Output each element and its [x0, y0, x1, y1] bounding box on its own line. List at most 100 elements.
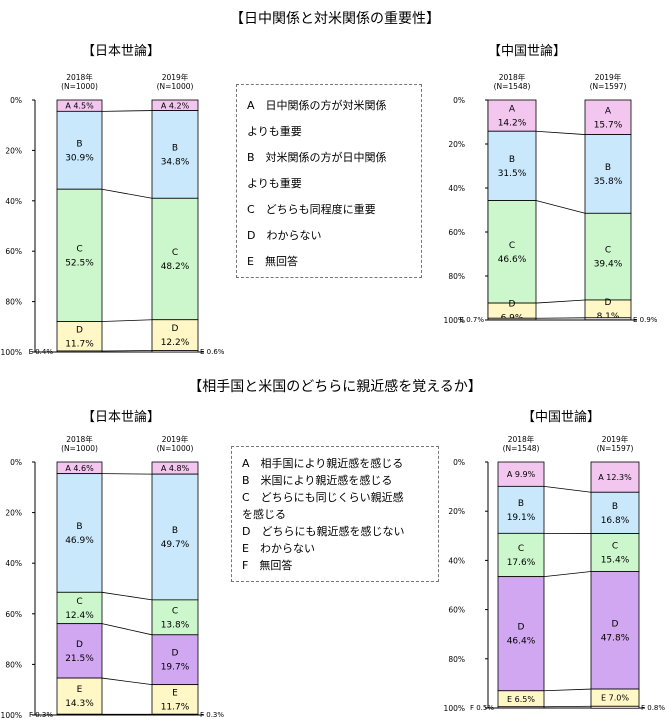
data-label: 31.5%	[498, 169, 527, 179]
data-label: F 0.3%	[200, 711, 224, 719]
bar-segment-e	[151, 350, 199, 353]
bar-segment-b	[497, 485, 545, 534]
x-category-label: 2019年	[162, 72, 189, 82]
data-label: 35.8%	[594, 177, 623, 187]
y-tick-label: 100%	[1, 711, 22, 720]
y-tick-label: 40%	[448, 556, 465, 565]
data-label: C	[509, 241, 515, 251]
data-label: A 4.6%	[65, 464, 94, 473]
data-label: 13.8%	[161, 620, 190, 630]
legend-item: E わからない	[242, 542, 315, 555]
subtitle-china-opinion-bottom: 【中国世論】	[522, 410, 601, 425]
bar-segment-b	[584, 134, 632, 214]
connector-line	[101, 473, 153, 475]
data-label: B	[605, 163, 611, 173]
data-label: B	[509, 155, 515, 165]
data-label: E	[172, 688, 178, 698]
data-label: 12.2%	[161, 338, 190, 348]
data-label: E 0.4%	[29, 348, 54, 356]
legend-item: よりも重要	[247, 177, 302, 190]
x-category-label: 2018年	[508, 434, 535, 444]
data-label: 16.8%	[601, 516, 630, 526]
y-tick-label: 40%	[5, 197, 22, 206]
data-label: 30.9%	[65, 153, 94, 163]
bar-segment-e	[56, 677, 103, 715]
data-label: F 0.3%	[29, 711, 53, 719]
data-label: C	[518, 544, 524, 554]
x-category-label: 2018年	[66, 434, 93, 444]
bar-segment-a	[590, 461, 640, 493]
y-tick-label: 60%	[448, 606, 465, 615]
data-label: F 0.5%	[470, 704, 494, 712]
legend-item: D わからない	[247, 229, 322, 242]
bar-segment-b	[56, 110, 103, 190]
x-category-label: 2018年	[499, 72, 526, 82]
data-label: D	[76, 640, 83, 650]
data-label: 46.4%	[507, 637, 536, 647]
bar-segment-e	[487, 317, 537, 321]
data-label: B	[172, 526, 178, 536]
bar-segment-d	[56, 321, 103, 352]
bar-segment-a	[584, 99, 632, 135]
x-category-label: 2019年	[162, 434, 189, 444]
data-label: A 12.3%	[598, 473, 632, 482]
data-label: 8.1%	[597, 312, 620, 322]
x-category-label: (N=1597)	[597, 444, 634, 453]
connector-line	[543, 688, 592, 692]
legend-item: よりも重要	[247, 125, 302, 138]
data-label: E 7.0%	[601, 694, 629, 703]
legend-item: A 日中関係の方が対米関係	[247, 99, 387, 112]
bar-segment-c	[56, 188, 103, 322]
bar-segment-b	[151, 110, 199, 199]
connector-line	[535, 130, 586, 135]
legend-item: A 相手国により親近感を感じる	[242, 457, 404, 470]
x-category-label: (N=1548)	[494, 82, 531, 91]
y-tick-label: 80%	[5, 298, 22, 307]
x-category-label: (N=1000)	[61, 82, 98, 91]
bar-segment-b	[56, 473, 103, 593]
data-label: B	[518, 499, 524, 509]
x-category-label: 2018年	[66, 72, 93, 82]
data-label: B	[76, 139, 82, 149]
data-label: E 0.7%	[460, 316, 485, 324]
y-tick-label: 0%	[10, 96, 22, 105]
data-label: F 0.8%	[641, 704, 665, 712]
bar-segment-c	[584, 212, 632, 301]
bar-segment-c	[151, 197, 199, 321]
section-title-importance: 【日中関係と対米関係の重要性】	[230, 11, 440, 27]
connector-line	[101, 188, 153, 199]
data-label: D	[172, 649, 179, 659]
data-label: A 4.5%	[65, 102, 94, 111]
bar-segment-c	[590, 533, 640, 572]
x-category-label: (N=1548)	[503, 444, 540, 453]
data-label: D	[509, 300, 516, 310]
data-label: 17.6%	[507, 558, 536, 568]
data-label: 46.9%	[65, 536, 94, 546]
bar-segment-d	[56, 623, 103, 679]
y-tick-label: 60%	[5, 610, 22, 619]
data-label: 39.4%	[594, 260, 623, 270]
y-tick-label: 100%	[1, 348, 22, 357]
bar-segment-c	[56, 591, 103, 625]
data-label: 47.8%	[601, 633, 630, 643]
y-tick-label: 0%	[10, 458, 22, 467]
x-category-label: 2019年	[602, 434, 629, 444]
legend-importance: A 日中関係の方が対米関係 よりも重要 B 対米関係の方が日中関係 よりも重要 …	[236, 84, 422, 278]
y-tick-label: 40%	[448, 184, 465, 193]
y-tick-label: 60%	[448, 228, 465, 237]
bar-segment-e	[56, 350, 103, 353]
y-tick-label: 60%	[5, 247, 22, 256]
bar-segment-a	[497, 461, 545, 487]
y-tick-label: 100%	[444, 316, 465, 325]
y-tick-label: 80%	[5, 660, 22, 669]
legend-item: D どちらにも親近感を感じない	[242, 525, 405, 538]
bar-segment-f	[56, 713, 103, 716]
data-label: D	[605, 298, 612, 308]
legend-item: C どちらも同程度に重要	[247, 203, 376, 216]
bar-segment-f	[151, 713, 199, 716]
x-category-label: 2019年	[595, 72, 622, 82]
legend-affinity: A 相手国により親近感を感じる B 米国により親近感を感じる C どちらにも同じ…	[231, 446, 439, 582]
legend-item: C どちらにも同じくらい親近感	[242, 491, 404, 504]
y-tick-label: 20%	[448, 507, 465, 516]
